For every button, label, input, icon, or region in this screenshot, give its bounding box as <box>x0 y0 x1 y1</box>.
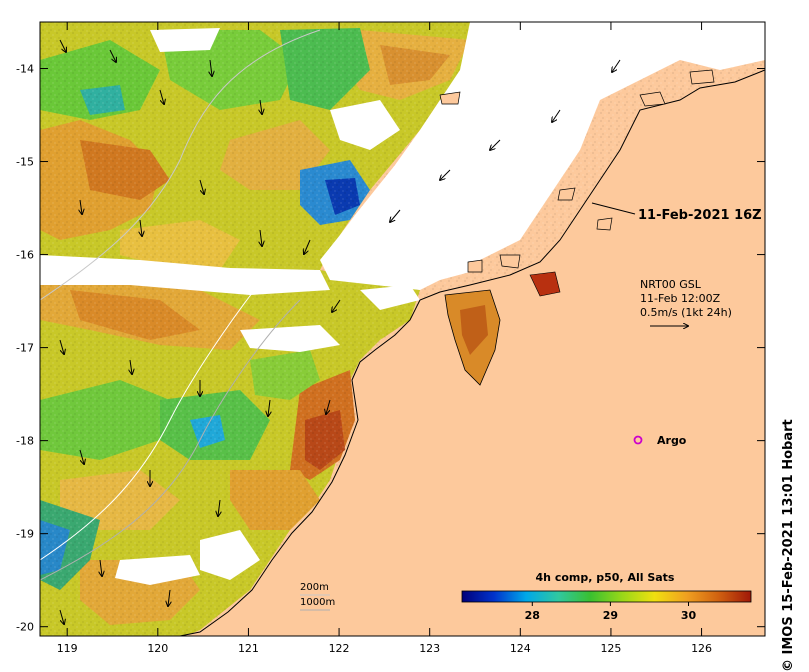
current-vectors <box>59 39 621 624</box>
lon-tick-label: 123 <box>419 642 440 655</box>
lat-tick-label: -19 <box>16 528 34 541</box>
colorbar-tick-label: 30 <box>681 609 697 622</box>
isobath-1000-label: 1000m <box>300 597 335 608</box>
date-label: 11-Feb-2021 16Z <box>638 208 762 223</box>
lat-tick-label: -16 <box>16 249 34 262</box>
colorbar-title: 4h comp, p50, All Sats <box>536 571 675 584</box>
map-layers <box>40 22 765 636</box>
lon-tick-label: 125 <box>600 642 621 655</box>
argo-marker <box>633 435 643 445</box>
isobath-200-label: 200m <box>300 582 329 593</box>
plot-frame <box>39 21 766 637</box>
no-data-masks <box>40 22 765 585</box>
lon-tick-label: 122 <box>329 642 350 655</box>
islands <box>439 69 715 273</box>
current-source: NRT00 GSL <box>640 278 702 291</box>
axes: 119 120 121 122 123 124 125 126 -14 -15 -16 -17 -18 -… <box>16 22 765 655</box>
current-time: 11-Feb 12:00Z <box>640 292 721 305</box>
vector-scale: 0.5m/s (1kt 24h) <box>640 306 732 319</box>
lon-tick-label: 119 <box>57 642 78 655</box>
lat-tick-label: -15 <box>16 156 34 169</box>
colorbar-tick-label: 29 <box>603 609 618 622</box>
colorbar <box>461 590 752 603</box>
lat-tick-label: -14 <box>16 63 34 76</box>
inlet-hot <box>529 271 561 297</box>
colorbar-tick-label: 28 <box>525 609 540 622</box>
lat-tick-label: -17 <box>16 342 34 355</box>
lon-tick-label: 121 <box>238 642 259 655</box>
lon-tick-label: 120 <box>147 642 168 655</box>
colorbar-ticks: 28 29 30 <box>525 602 697 622</box>
date-pointer <box>591 202 636 215</box>
lat-tick-label: -20 <box>16 621 34 634</box>
lon-tick-label: 124 <box>510 642 531 655</box>
credit-line: © IMOS 15-Feb-2021 13:01 Hobart <box>781 419 796 672</box>
lat-tick-label: -18 <box>16 435 34 448</box>
isobaths <box>40 29 321 581</box>
argo-label: Argo <box>657 434 687 447</box>
lon-tick-label: 126 <box>691 642 712 655</box>
